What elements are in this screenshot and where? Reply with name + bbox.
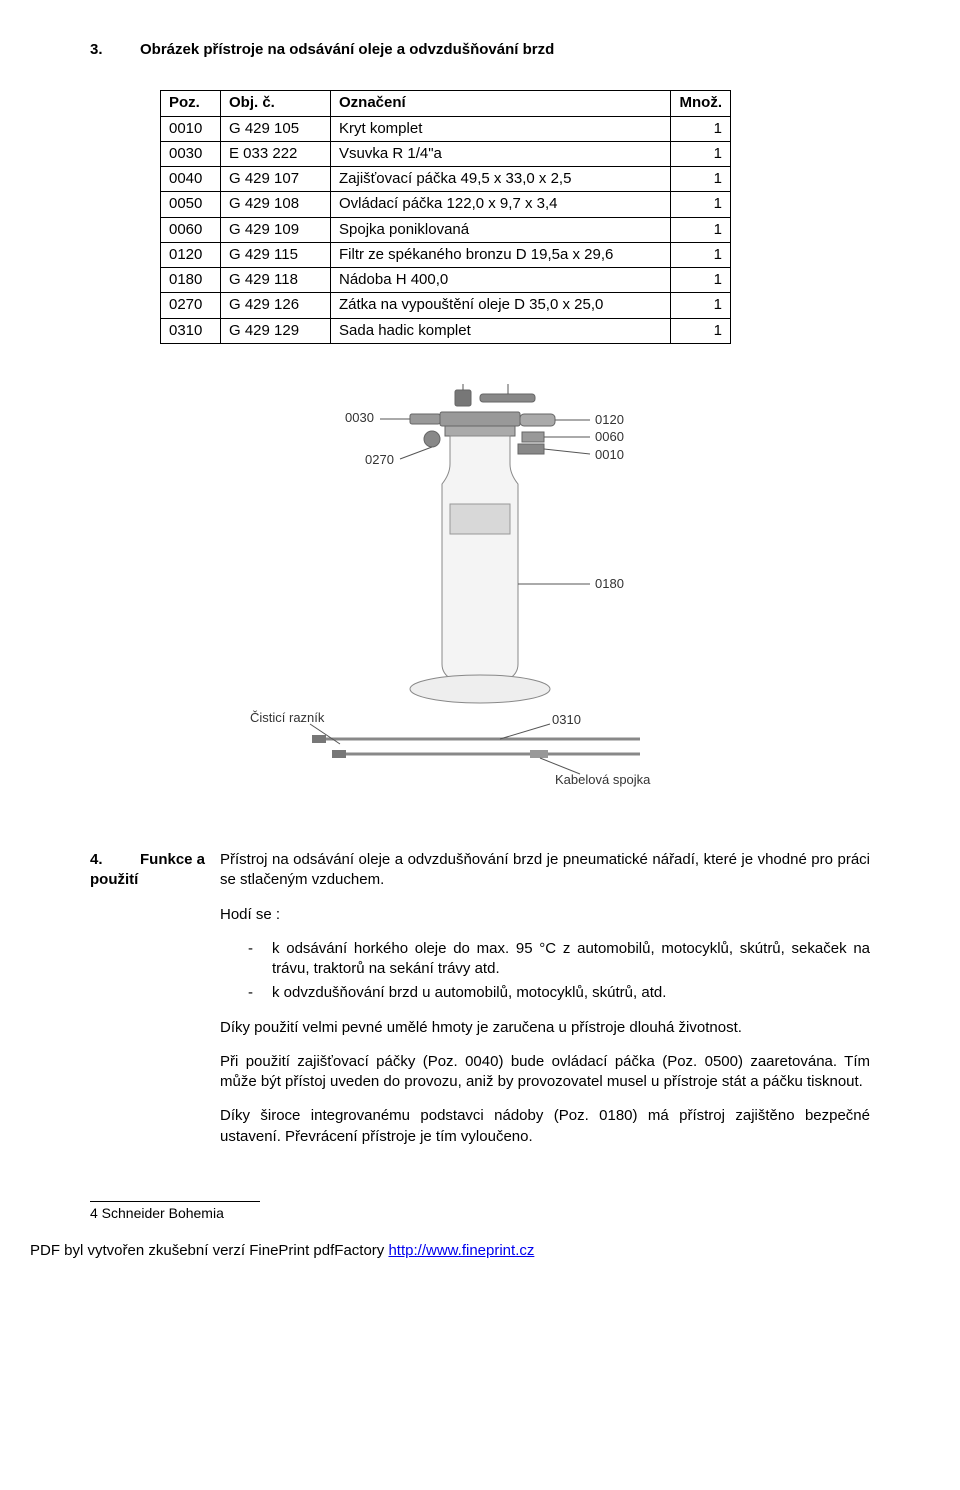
table-cell: 1: [671, 116, 731, 141]
table-header-row: Poz. Obj. č. Označení Množ.: [161, 91, 731, 116]
table-cell: G 429 108: [221, 192, 331, 217]
table-cell: 1: [671, 192, 731, 217]
section4-para4: Díky široce integrovanému podstavci nádo…: [220, 1106, 870, 1147]
table-row: 0030E 033 222Vsuvka R 1/4"a1: [161, 141, 731, 166]
pdf-link[interactable]: http://www.fineprint.cz: [388, 1242, 534, 1259]
section-3-number: 3.: [90, 40, 140, 60]
table-cell: 1: [671, 242, 731, 267]
table-cell: 0030: [161, 141, 221, 166]
parts-table-wrap: Poz. Obj. č. Označení Množ. 0010G 429 10…: [160, 90, 870, 344]
table-cell: G 429 105: [221, 116, 331, 141]
pdf-factory-line: PDF byl vytvořen zkušební verzí FinePrin…: [30, 1241, 870, 1261]
bullet-1: k odsávání horkého oleje do max. 95 °C z…: [248, 939, 870, 980]
section-3-title: Obrázek přístroje na odsávání oleje a od…: [140, 40, 554, 60]
table-cell: G 429 109: [221, 217, 331, 242]
table-row: 0120G 429 115Filtr ze spékaného bronzu D…: [161, 242, 731, 267]
table-cell: Ovládací páčka 122,0 x 9,7 x 3,4: [331, 192, 671, 217]
table-cell: 0040: [161, 167, 221, 192]
table-cell: G 429 126: [221, 293, 331, 318]
table-cell: E 033 222: [221, 141, 331, 166]
section-4: 4.Funkce a použití Přístroj na odsávání …: [90, 850, 870, 1161]
table-cell: Spojka poniklovaná: [331, 217, 671, 242]
table-cell: G 429 118: [221, 268, 331, 293]
table-cell: 1: [671, 318, 731, 343]
table-cell: 1: [671, 217, 731, 242]
table-cell: G 429 115: [221, 242, 331, 267]
section4-hodi: Hodí se :: [220, 905, 870, 925]
parts-table: Poz. Obj. č. Označení Množ. 0010G 429 10…: [160, 90, 731, 344]
table-cell: 1: [671, 293, 731, 318]
label-0060: 0060: [595, 429, 624, 444]
table-row: 0010G 429 105Kryt komplet1: [161, 116, 731, 141]
label-0030: 0030: [345, 410, 374, 425]
table-cell: Zajišťovací páčka 49,5 x 33,0 x 2,5: [331, 167, 671, 192]
col-qty: Množ.: [671, 91, 731, 116]
table-row: 0180G 429 118Nádoba H 400,01: [161, 268, 731, 293]
label-0180: 0180: [595, 576, 624, 591]
label-0010: 0010: [595, 447, 624, 462]
col-obj: Obj. č.: [221, 91, 331, 116]
table-cell: 1: [671, 268, 731, 293]
table-cell: Filtr ze spékaného bronzu D 19,5a x 29,6: [331, 242, 671, 267]
table-cell: 0310: [161, 318, 221, 343]
table-row: 0040G 429 107Zajišťovací páčka 49,5 x 33…: [161, 167, 731, 192]
section-4-heading: 4.Funkce a použití: [90, 850, 220, 1161]
label-0310: 0310: [552, 712, 581, 727]
pdf-prefix: PDF byl vytvořen zkušební verzí FinePrin…: [30, 1242, 388, 1259]
table-cell: Nádoba H 400,0: [331, 268, 671, 293]
table-cell: 0060: [161, 217, 221, 242]
footer-text: 4 Schneider Bohemia: [90, 1204, 870, 1223]
label-spojka: Kabelová spojka: [555, 772, 651, 787]
section4-para2: Díky použití velmi pevné umělé hmoty je …: [220, 1018, 870, 1038]
footer-rule: [90, 1201, 260, 1202]
section4-bullets: k odsávání horkého oleje do max. 95 °C z…: [248, 939, 870, 1004]
table-cell: 0050: [161, 192, 221, 217]
table-cell: Zátka na vypouštění oleje D 35,0 x 25,0: [331, 293, 671, 318]
label-0270: 0270: [365, 452, 394, 467]
table-cell: G 429 129: [221, 318, 331, 343]
table-row: 0060G 429 109Spojka poniklovaná1: [161, 217, 731, 242]
table-row: 0310G 429 129Sada hadic komplet1: [161, 318, 731, 343]
table-cell: 0180: [161, 268, 221, 293]
table-cell: 1: [671, 167, 731, 192]
table-cell: Sada hadic komplet: [331, 318, 671, 343]
col-poz: Poz.: [161, 91, 221, 116]
table-cell: Kryt komplet: [331, 116, 671, 141]
table-cell: 0270: [161, 293, 221, 318]
section-4-body: Přístroj na odsávání oleje a odvzdušňová…: [220, 850, 870, 1161]
table-row: 0270G 429 126Zátka na vypouštění oleje D…: [161, 293, 731, 318]
table-row: 0050G 429 108Ovládací páčka 122,0 x 9,7 …: [161, 192, 731, 217]
col-ozn: Označení: [331, 91, 671, 116]
table-cell: 1: [671, 141, 731, 166]
label-raznik: Čisticí razník: [250, 710, 325, 725]
table-cell: 0010: [161, 116, 221, 141]
section-4-number: 4.: [90, 850, 140, 870]
table-cell: 0120: [161, 242, 221, 267]
device-diagram: 0040 0050 0120 0030 0060 0270 0010 0180 …: [250, 384, 710, 810]
section-3-heading: 3. Obrázek přístroje na odsávání oleje a…: [90, 40, 870, 60]
table-cell: G 429 107: [221, 167, 331, 192]
bullet-2: k odvzdušňování brzd u automobilů, motoc…: [248, 983, 870, 1003]
label-0120: 0120: [595, 412, 624, 427]
section4-para3: Při použití zajišťovací páčky (Poz. 0040…: [220, 1052, 870, 1093]
section4-para1: Přístroj na odsávání oleje a odvzdušňová…: [220, 850, 870, 891]
table-cell: Vsuvka R 1/4"a: [331, 141, 671, 166]
page-footer: 4 Schneider Bohemia PDF byl vytvořen zku…: [90, 1201, 870, 1261]
